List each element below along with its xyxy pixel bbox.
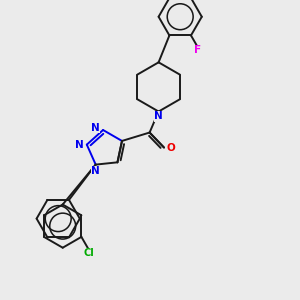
Text: N: N — [154, 111, 163, 121]
Text: F: F — [194, 45, 202, 55]
Text: Cl: Cl — [83, 248, 94, 258]
Text: N: N — [91, 166, 100, 176]
Text: O: O — [166, 142, 175, 152]
Text: N: N — [91, 123, 100, 133]
Text: N: N — [75, 140, 83, 150]
